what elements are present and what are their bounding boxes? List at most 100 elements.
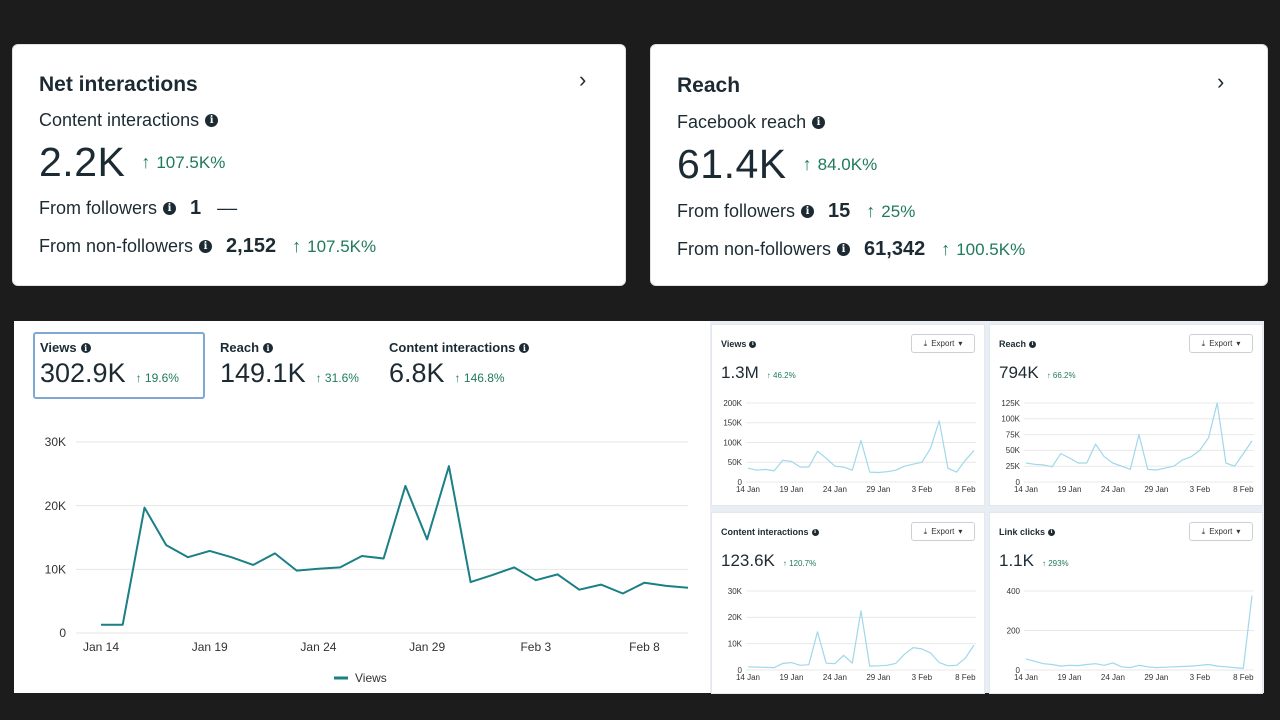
from-non-followers-row: From non-followers i 2,152 ↑ 107.5K% bbox=[39, 235, 376, 258]
tab-views[interactable]: Views i 302.9K ↑ 19.6% bbox=[33, 332, 205, 399]
x-tick-label: 3 Feb bbox=[912, 485, 933, 494]
y-tick-label: 30K bbox=[45, 435, 66, 449]
export-label: Export bbox=[931, 339, 955, 348]
change-indicator: ↑ 107.5K% bbox=[141, 152, 225, 173]
change-indicator: ↑ 19.6% bbox=[136, 371, 179, 385]
y-tick-label: 100K bbox=[723, 438, 742, 447]
arrow-up-icon: ↑ bbox=[802, 154, 812, 174]
x-tick-label: 8 Feb bbox=[955, 673, 976, 682]
x-tick-label: 8 Feb bbox=[1233, 485, 1254, 494]
export-label: Export bbox=[1209, 527, 1233, 536]
y-tick-label: 0 bbox=[738, 478, 743, 487]
mini-value: 123.6K bbox=[721, 551, 775, 570]
mini-charts-grid: Views i 1.3M ↑ 46.2% ⤓ Export ▾ 0 50K 100K 150K 200… bbox=[710, 321, 1264, 694]
from-non-followers-label: From non-followers bbox=[39, 236, 194, 256]
y-tick-label: 10K bbox=[728, 639, 743, 648]
info-icon[interactable]: i bbox=[801, 205, 815, 218]
info-icon[interactable]: i bbox=[1048, 528, 1056, 536]
mini-value: 1.3M bbox=[721, 363, 759, 382]
info-icon[interactable]: i bbox=[163, 202, 177, 215]
export-button[interactable]: ⤓ Export ▾ bbox=[911, 522, 975, 541]
tab-label-row: Views i bbox=[40, 340, 198, 355]
chevron-right-icon[interactable]: › bbox=[1217, 69, 1225, 94]
info-icon[interactable]: i bbox=[199, 240, 213, 253]
tab-label: Content interactions bbox=[389, 340, 516, 355]
info-icon[interactable]: i bbox=[263, 342, 274, 353]
mini-title-text: Reach bbox=[999, 339, 1027, 349]
info-icon[interactable]: i bbox=[519, 342, 530, 353]
download-icon: ⤓ bbox=[1201, 526, 1206, 536]
tab-label-row: Content interactions i bbox=[389, 340, 530, 355]
tab-label: Views bbox=[40, 340, 77, 355]
y-tick-label: 50K bbox=[1006, 446, 1021, 455]
net-interactions-title: Net interactions bbox=[39, 73, 198, 96]
mini-value-row: 1.1K ↑ 293% bbox=[999, 551, 1069, 571]
mini-value: 794K bbox=[999, 363, 1039, 382]
arrow-up-icon: ↑ bbox=[454, 371, 461, 385]
x-tick-label: Feb 8 bbox=[629, 640, 660, 654]
x-tick-label: Jan 14 bbox=[83, 640, 119, 654]
info-icon[interactable]: i bbox=[205, 114, 219, 127]
mini-chart-panel: Reach i 794K ↑ 66.2% ⤓ Export ▾ 0 25K 50K 75K 100K 1… bbox=[989, 324, 1263, 506]
reach-card: Reach › Facebook reach i 61.4K ↑ 84.0K% F… bbox=[650, 44, 1268, 286]
info-icon[interactable]: i bbox=[812, 116, 826, 129]
y-tick-label: 30K bbox=[728, 587, 743, 596]
info-icon[interactable]: i bbox=[1029, 340, 1037, 348]
info-icon[interactable]: i bbox=[749, 340, 757, 348]
caret-down-icon: ▾ bbox=[1236, 527, 1241, 536]
series-line bbox=[747, 420, 975, 474]
y-tick-label: 25K bbox=[1006, 462, 1021, 471]
change-value: 84.0K% bbox=[817, 155, 878, 174]
from-followers-value: 15 bbox=[828, 200, 851, 222]
from-followers-label: From followers bbox=[39, 198, 158, 218]
y-tick-label: 0 bbox=[738, 666, 743, 675]
x-tick-label: 29 Jan bbox=[1144, 673, 1168, 682]
mini-value-row: 1.3M ↑ 46.2% bbox=[721, 363, 796, 383]
facebook-reach-label-row: Facebook reach i bbox=[677, 112, 826, 133]
series-line bbox=[747, 610, 975, 669]
y-tick-label: 50K bbox=[728, 458, 743, 467]
caret-down-icon: ▾ bbox=[958, 339, 963, 348]
y-tick-label: 0 bbox=[59, 626, 66, 640]
x-tick-label: Jan 24 bbox=[300, 640, 336, 654]
y-tick-label: 150K bbox=[723, 419, 742, 428]
export-button[interactable]: ⤓ Export ▾ bbox=[911, 334, 975, 353]
download-icon: ⤓ bbox=[1201, 338, 1206, 348]
tab-reach[interactable]: Reach i 149.1K ↑ 31.6% bbox=[220, 340, 359, 389]
info-icon[interactable]: i bbox=[837, 243, 851, 256]
y-tick-label: 125K bbox=[1001, 399, 1020, 408]
reach-title: Reach bbox=[677, 74, 741, 97]
export-button[interactable]: ⤓ Export ▾ bbox=[1189, 334, 1253, 353]
from-followers-row: From followers i 15 ↑ 25% bbox=[677, 200, 915, 223]
mini-value-row: 794K ↑ 66.2% bbox=[999, 363, 1076, 383]
mini-value-row: 123.6K ↑ 120.7% bbox=[721, 551, 816, 571]
mini-line-chart: 0 50K 100K 150K 200K 14 Jan 19 Jan 24 Jan 29 Jan… bbox=[723, 399, 976, 494]
export-button[interactable]: ⤓ Export ▾ bbox=[1189, 522, 1253, 541]
chevron-right-icon[interactable]: › bbox=[579, 67, 587, 92]
y-tick-label: 0 bbox=[1016, 478, 1021, 487]
series-line bbox=[101, 465, 689, 626]
mini-chart-panel: Link clicks i 1.1K ↑ 293% ⤓ Export ▾ 0 200 400 14 … bbox=[989, 512, 1263, 694]
x-tick-label: 19 Jan bbox=[1057, 485, 1081, 494]
mini-chart-title: Content interactions i bbox=[721, 527, 819, 537]
legend-label: Views bbox=[355, 671, 387, 685]
mini-title-text: Content interactions bbox=[721, 527, 809, 537]
y-tick-label: 200 bbox=[1007, 626, 1021, 635]
change-indicator: ↑ 84.0K% bbox=[803, 154, 878, 175]
change-value: 107.5K% bbox=[307, 237, 377, 256]
info-icon[interactable]: i bbox=[811, 528, 819, 536]
from-followers-change: –– bbox=[217, 198, 238, 218]
info-icon[interactable]: i bbox=[80, 342, 91, 353]
caret-down-icon: ▾ bbox=[958, 527, 963, 536]
caret-down-icon: ▾ bbox=[1236, 339, 1241, 348]
tab-value: 302.9K bbox=[40, 358, 126, 388]
y-tick-label: 200K bbox=[723, 399, 742, 408]
x-tick-label: Jan 19 bbox=[192, 640, 228, 654]
facebook-reach-value-row: 61.4K ↑ 84.0K% bbox=[677, 141, 877, 188]
views-line-chart: 0 10K 20K 30K Jan 14 Jan 19 Jan 24 Jan 29 Feb 3 F… bbox=[45, 435, 689, 685]
export-label: Export bbox=[931, 527, 955, 536]
y-tick-label: 20K bbox=[45, 499, 66, 513]
y-tick-label: 75K bbox=[1006, 430, 1021, 439]
tab-content-interactions[interactable]: Content interactions i 6.8K ↑ 146.8% bbox=[389, 340, 530, 389]
x-tick-label: 14 Jan bbox=[1014, 485, 1038, 494]
